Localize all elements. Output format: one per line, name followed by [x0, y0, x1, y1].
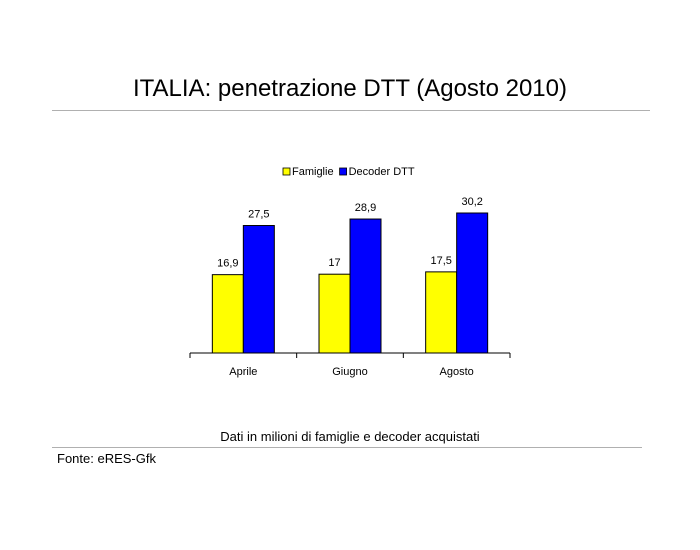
- data-labels: 16,9 17 17,5 27,5 28,9 30,2: [217, 196, 483, 270]
- data-label: 16,9: [217, 258, 238, 270]
- x-tick-label: Giugno: [332, 366, 367, 378]
- footer-divider: [52, 447, 642, 448]
- bar-famiglie-aprile: [211, 274, 244, 354]
- legend-label: Decoder DTT: [349, 166, 415, 178]
- chart-legend: Famiglie Decoder DTT: [282, 166, 415, 178]
- page-title: ITALIA: penetrazione DTT (Agosto 2010): [132, 75, 567, 102]
- legend-label: Famiglie: [292, 166, 334, 178]
- chart-note: Dati in milioni di famiglie e decoder ac…: [220, 429, 480, 444]
- data-label: 27,5: [248, 209, 269, 221]
- bar-famiglie-agosto: [425, 271, 458, 354]
- legend-swatch: [282, 167, 291, 176]
- x-tick-label: Agosto: [440, 366, 474, 378]
- data-label: 17: [328, 257, 340, 269]
- bar-decoder-dtt-aprile: [242, 225, 275, 354]
- chart-bars: [211, 212, 489, 354]
- bar-famiglie-giugno: [318, 273, 351, 354]
- title-divider: [52, 110, 650, 111]
- bar-decoder-dtt-agosto: [456, 212, 489, 354]
- bar-decoder-dtt-giugno: [349, 218, 382, 354]
- x-tick-label: Aprile: [229, 366, 257, 378]
- x-axis: Aprile Giugno Agosto: [189, 352, 511, 378]
- legend-swatch: [339, 167, 347, 176]
- data-label: 17,5: [430, 255, 451, 267]
- data-label: 30,2: [461, 196, 482, 208]
- source-text: Fonte: eRES-Gfk: [57, 451, 156, 466]
- data-label: 28,9: [355, 202, 376, 214]
